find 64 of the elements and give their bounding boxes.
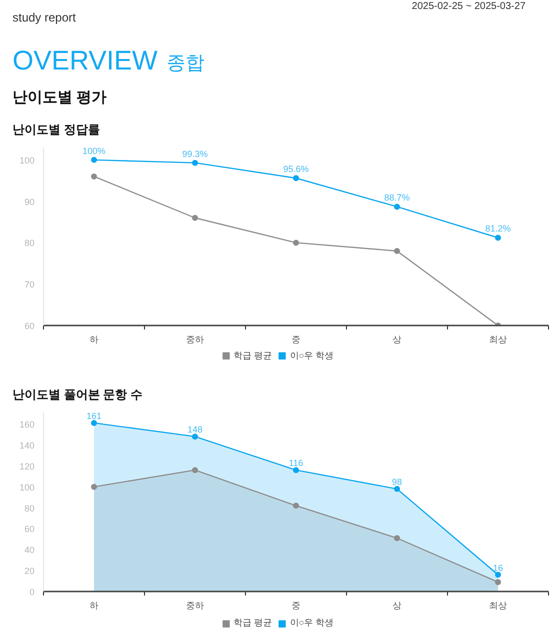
y-tick-label: 160	[19, 420, 35, 430]
point	[394, 248, 400, 254]
point	[91, 420, 97, 426]
y-tick-label: 120	[19, 461, 35, 472]
x-tick-label: 중	[292, 334, 300, 344]
data-label: 100%	[82, 146, 106, 156]
data-label: 95.6%	[283, 164, 309, 174]
y-tick-label: 100	[19, 155, 35, 166]
text: 종합	[166, 53, 204, 74]
text: study report	[12, 10, 77, 24]
point	[192, 160, 198, 166]
y-tick-label: 100	[19, 482, 35, 492]
x-tick-label: 하	[90, 334, 98, 344]
point	[394, 535, 400, 542]
point	[91, 156, 97, 163]
legend-label: 이○우 학생	[290, 349, 334, 362]
data-label: 161	[86, 410, 102, 421]
x-tick-label: 상	[392, 334, 402, 344]
point	[495, 579, 501, 586]
point	[293, 467, 299, 474]
y-tick-label: 0	[29, 587, 35, 597]
point	[293, 240, 299, 246]
data-label: 99.3%	[182, 148, 208, 159]
point	[192, 434, 198, 440]
point	[192, 467, 198, 474]
y-tick-label: 140	[19, 440, 35, 450]
legend-label: 이○우 학생	[290, 616, 334, 630]
data-label: 81.2%	[485, 224, 511, 234]
point	[495, 234, 501, 241]
chart-title: 난이도별 정답률	[12, 122, 100, 136]
data-label: 16	[492, 562, 504, 573]
point	[293, 175, 299, 182]
y-tick-label: 80	[24, 238, 35, 248]
x-tick-label: 최상	[489, 600, 507, 610]
point	[293, 502, 299, 509]
chart-title: 난이도별 풀어본 문항 수	[12, 388, 143, 402]
point	[394, 486, 400, 492]
y-tick-label: 90	[24, 196, 35, 207]
y-tick-label: 80	[24, 503, 35, 514]
data-label: 88.7%	[384, 192, 410, 203]
data-label: 98	[392, 476, 402, 487]
text: 2025-02-25 ~ 2025-03-27	[412, 1, 526, 12]
point	[394, 204, 400, 210]
text: 난이도별 평가	[12, 89, 107, 106]
x-tick-label: 중	[292, 600, 300, 610]
x-tick-label: 상	[392, 600, 402, 610]
legend-label: 학급 평균	[233, 349, 272, 362]
y-tick-label: 20	[24, 566, 35, 576]
text: OVERVIEW	[12, 46, 158, 76]
data-label: 116	[288, 458, 304, 468]
point	[91, 173, 97, 180]
y-tick-label: 60	[24, 321, 35, 331]
point	[495, 572, 501, 578]
legend-label: 학급 평균	[233, 616, 272, 630]
y-tick-label: 70	[24, 280, 35, 290]
x-tick-label: 최상	[489, 334, 507, 344]
point	[91, 484, 97, 490]
y-tick-label: 40	[24, 545, 35, 556]
data-label: 148	[187, 424, 203, 435]
x-tick-label: 중하	[186, 600, 204, 610]
x-tick-label: 하	[90, 600, 98, 610]
point	[192, 214, 198, 221]
x-tick-label: 중하	[186, 334, 204, 344]
y-tick-label: 60	[24, 524, 35, 534]
